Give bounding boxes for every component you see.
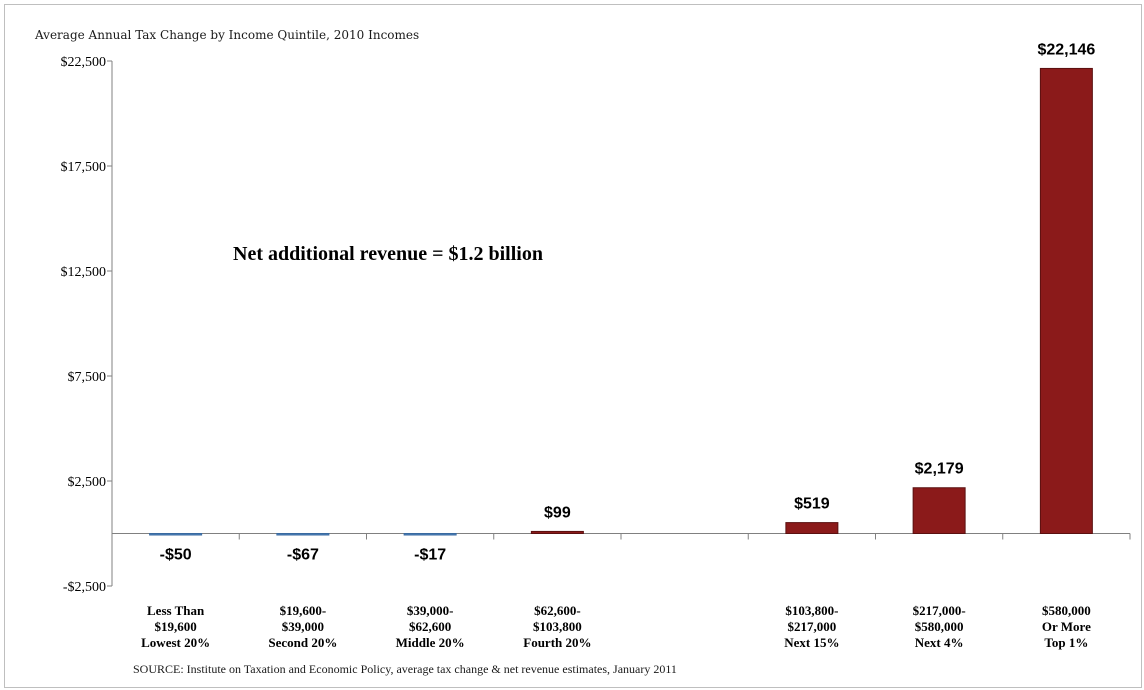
data-label: -$17	[414, 547, 446, 564]
category-label: $19,600-	[280, 603, 327, 618]
category-label: Lowest 20%	[141, 635, 210, 650]
category-label: Next 15%	[784, 635, 839, 650]
bar	[403, 533, 457, 536]
category-label: $580,000	[1042, 603, 1091, 618]
category-label: $62,600-	[534, 603, 581, 618]
chart-annotation: Net additional revenue = $1.2 billion	[233, 243, 543, 265]
category-label: Fourth 20%	[523, 635, 591, 650]
bar	[149, 533, 203, 536]
data-label: $99	[544, 504, 571, 521]
category-label: $39,000	[282, 619, 324, 634]
bar	[785, 522, 839, 535]
category-label: $62,600	[409, 619, 451, 634]
category-label: $217,000	[788, 619, 837, 634]
y-tick-label: $17,500	[61, 160, 107, 175]
bar	[912, 487, 966, 534]
data-label: -$50	[160, 547, 192, 564]
data-label: -$67	[287, 547, 319, 564]
bar	[276, 533, 330, 536]
y-tick-label: $12,500	[61, 265, 107, 280]
bar	[1039, 67, 1093, 535]
category-label: Next 4%	[915, 635, 964, 650]
chart-title: Average Annual Tax Change by Income Quin…	[35, 28, 420, 42]
data-label: $519	[794, 496, 830, 513]
y-tick-label: $7,500	[68, 370, 107, 385]
category-label: Top 1%	[1044, 635, 1088, 650]
y-tick-label: $2,500	[68, 475, 107, 490]
category-label: Middle 20%	[396, 635, 465, 650]
category-label: Or More	[1042, 619, 1091, 634]
chart-frame	[4, 4, 1142, 688]
category-label: $217,000-	[913, 603, 966, 618]
category-label: Less Than	[147, 603, 205, 618]
data-label: $2,179	[915, 461, 964, 478]
category-label: Second 20%	[268, 635, 337, 650]
category-label: $19,600	[155, 619, 197, 634]
category-label: $580,000	[915, 619, 964, 634]
y-tick-label: $22,500	[61, 55, 107, 70]
category-label: $39,000-	[407, 603, 454, 618]
bar	[530, 530, 584, 535]
data-label: $22,146	[1037, 41, 1095, 58]
category-label: $103,800-	[785, 603, 838, 618]
source-note: SOURCE: Institute on Taxation and Econom…	[133, 662, 677, 676]
category-label: $103,800	[533, 619, 582, 634]
y-tick-label: -$2,500	[63, 580, 106, 595]
